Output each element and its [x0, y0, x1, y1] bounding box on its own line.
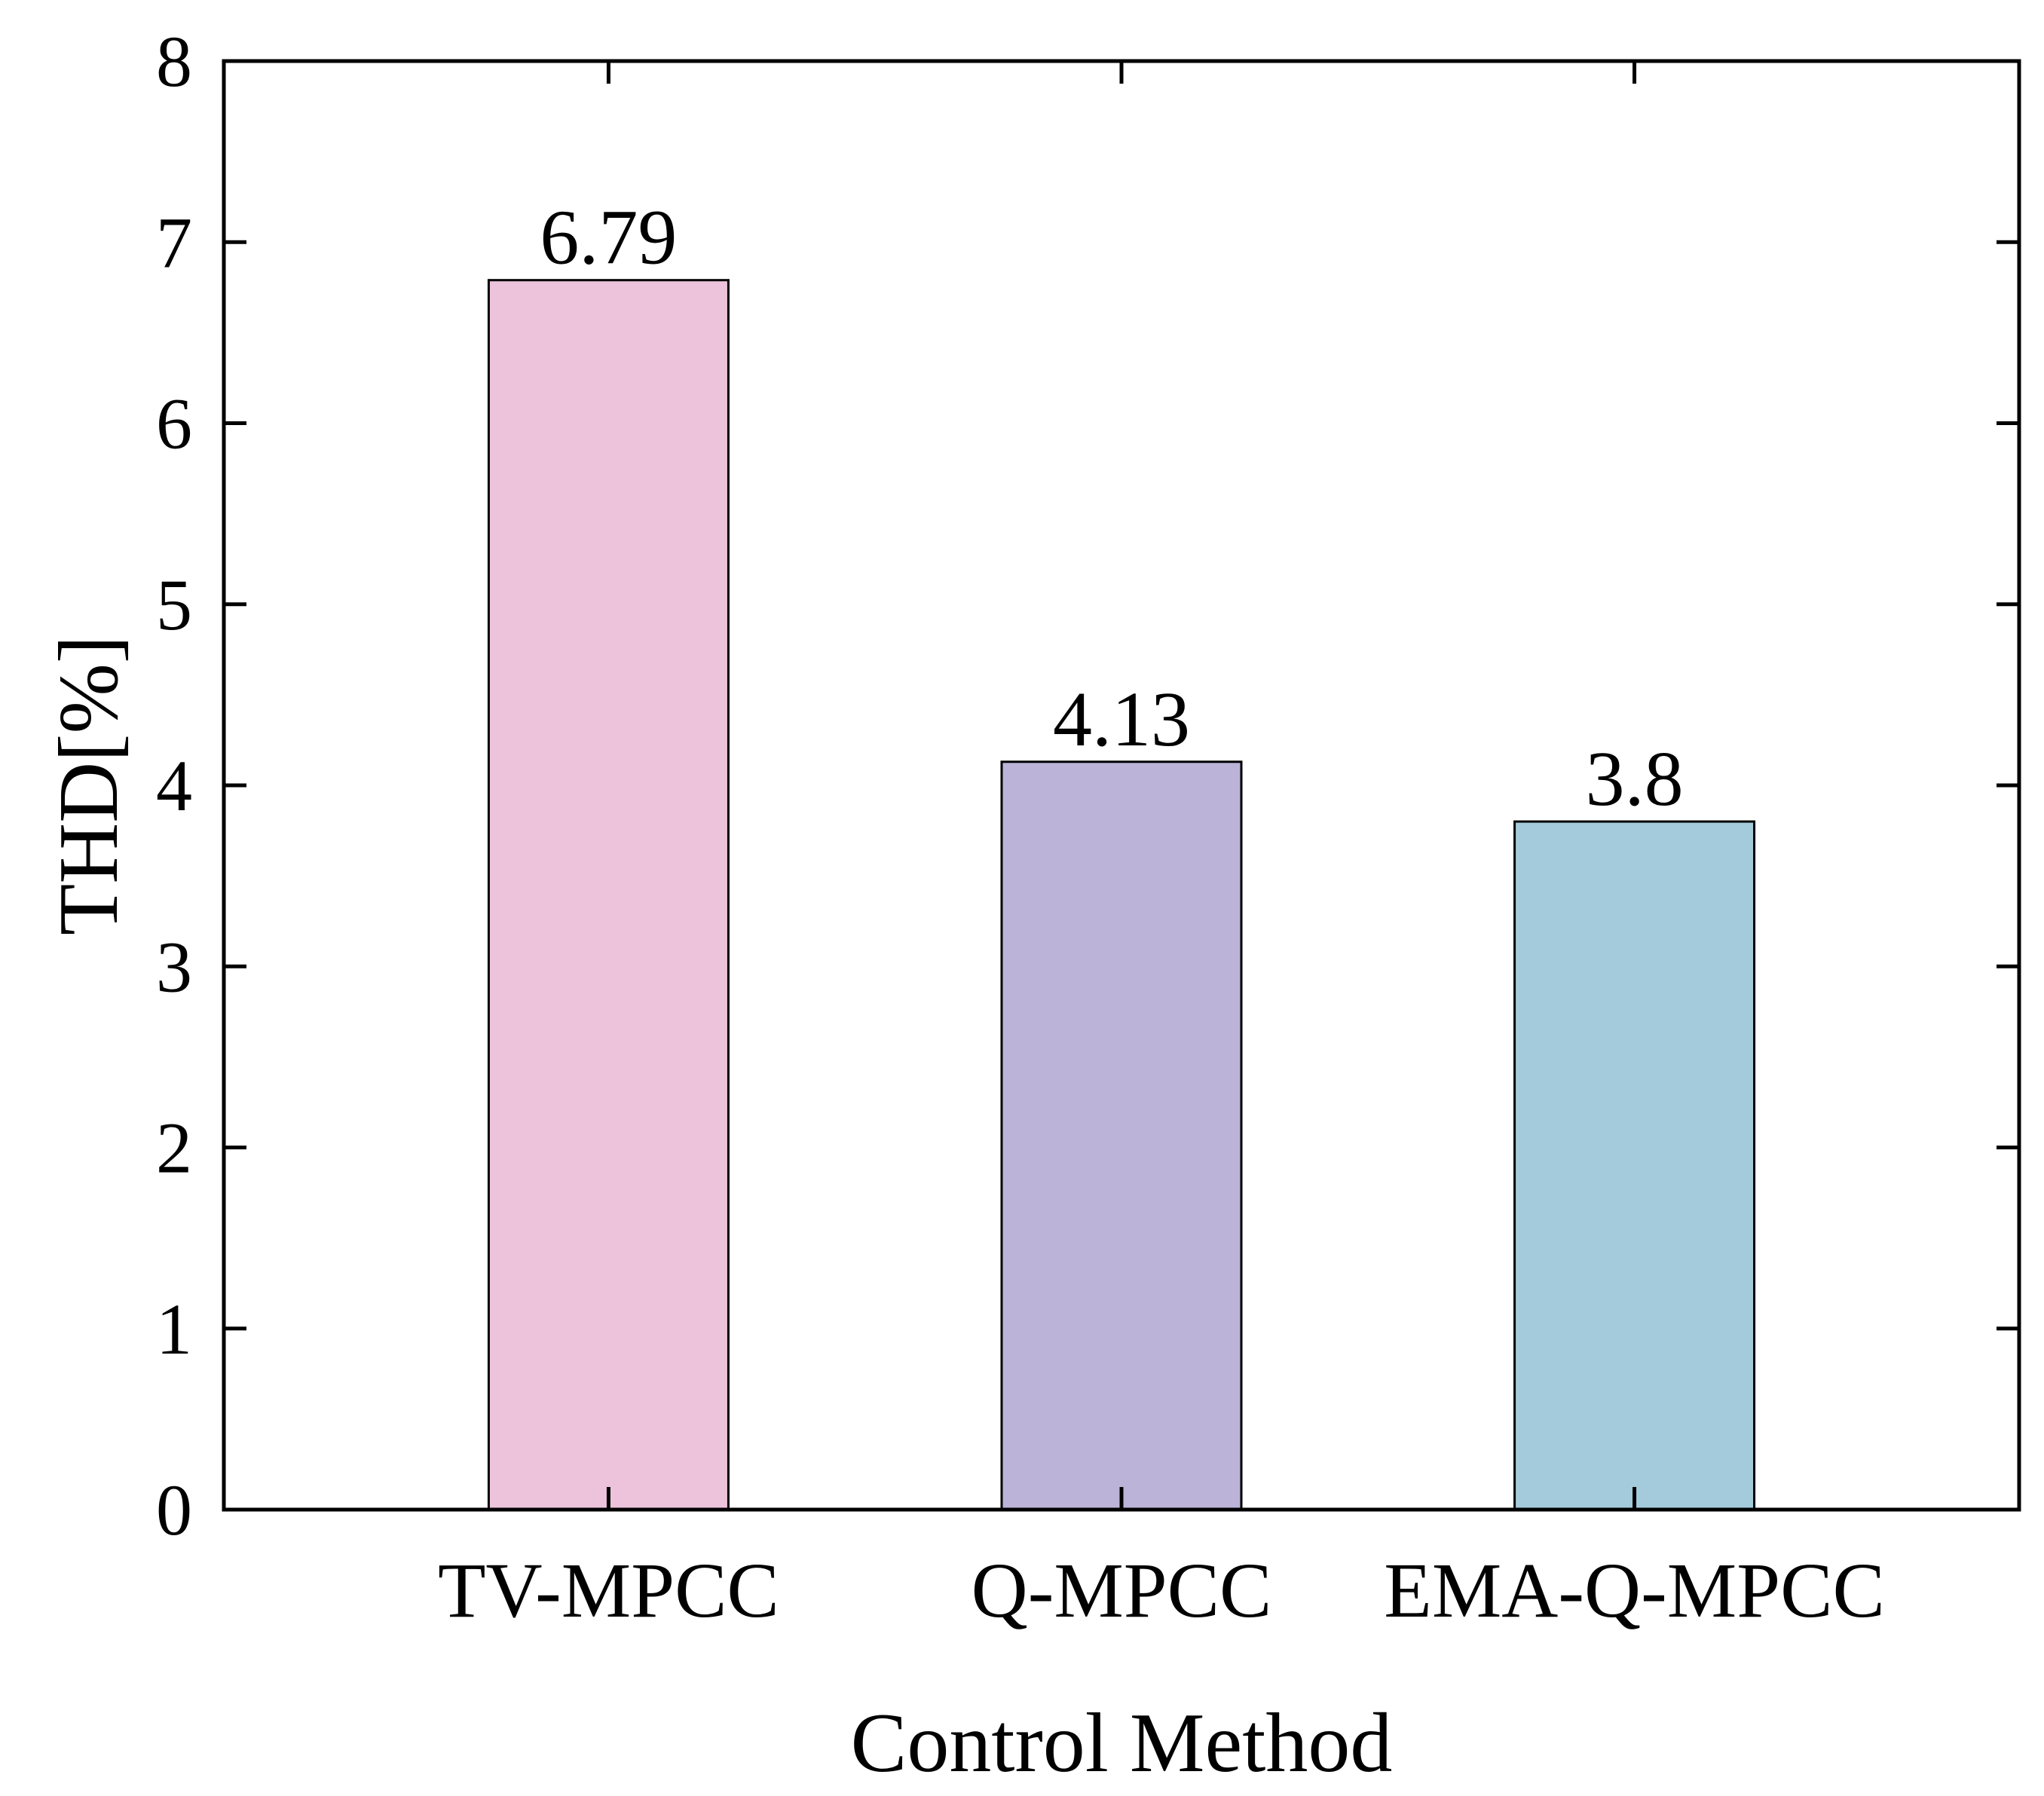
x-axis-title: Control Method	[851, 1697, 1393, 1790]
plot-frame	[222, 59, 2021, 1512]
y-tick-label: 5	[156, 565, 192, 645]
y-tick-labels: 0 1 2 3 4 5 6 7 8	[156, 21, 192, 1550]
bar-value-labels: 6.79 4.13 3.8	[540, 194, 1683, 822]
y-tick-label: 1	[156, 1289, 192, 1369]
y-tick-label: 6	[156, 384, 192, 464]
y-tick-label: 8	[156, 21, 192, 102]
bar-tv-mpcc	[487, 279, 730, 1511]
value-label-tv-mpcc: 6.79	[540, 194, 677, 281]
axis-ticks	[224, 61, 2019, 1510]
y-tick-label: 0	[156, 1470, 192, 1550]
y-tick-label: 7	[156, 202, 192, 283]
category-label-ema-q-mpcc: EMA-Q-MPCC	[1384, 1547, 1885, 1634]
category-label-q-mpcc: Q-MPCC	[972, 1547, 1272, 1634]
x-category-labels: TV-MPCC Q-MPCC EMA-Q-MPCC	[438, 1547, 1885, 1634]
y-tick-label: 4	[156, 745, 192, 826]
bar-ema-q-mpcc	[1513, 820, 1756, 1511]
value-label-ema-q-mpcc: 3.8	[1586, 736, 1684, 822]
y-tick-label: 2	[156, 1108, 192, 1189]
y-axis-title: THD[%]	[42, 635, 136, 935]
bar-q-mpcc	[1000, 760, 1243, 1511]
bars	[487, 279, 1756, 1511]
y-tick-label: 3	[156, 926, 192, 1007]
value-label-q-mpcc: 4.13	[1053, 676, 1190, 763]
category-label-tv-mpcc: TV-MPCC	[438, 1547, 779, 1634]
